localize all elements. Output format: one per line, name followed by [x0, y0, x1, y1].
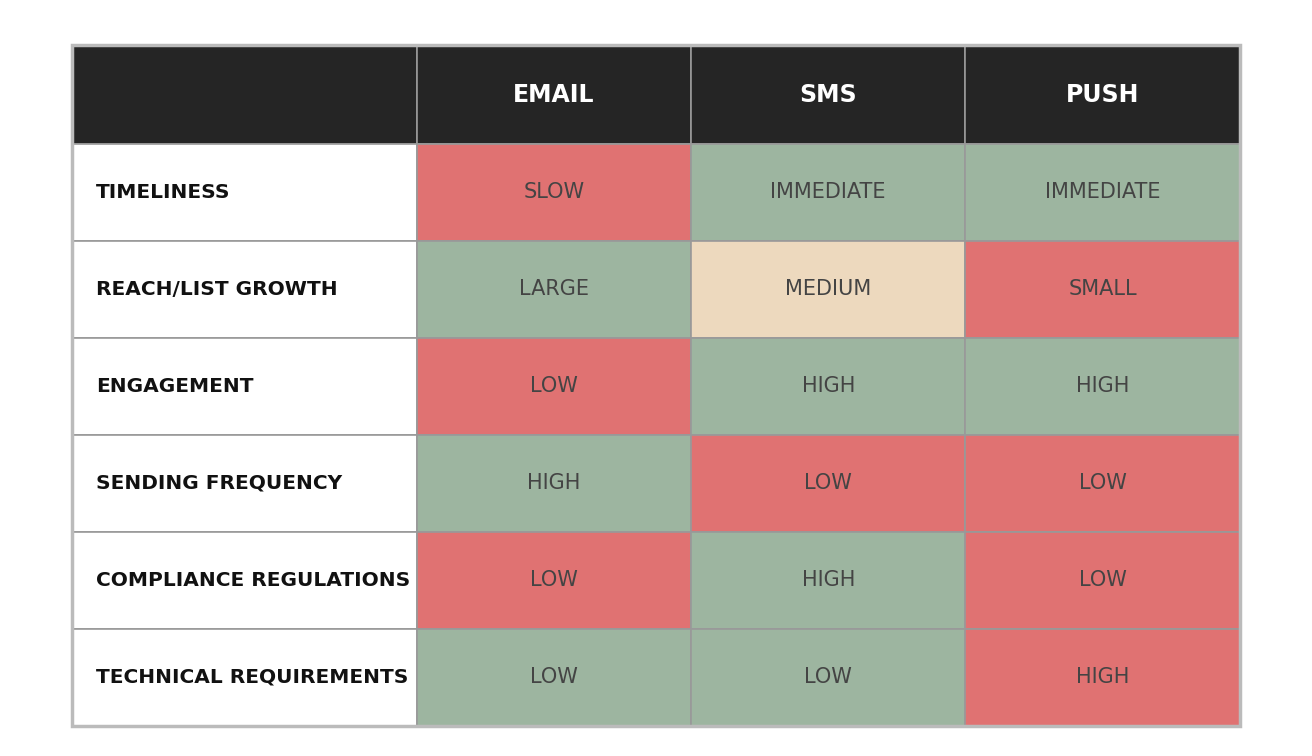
Bar	[72, 435, 417, 532]
Bar	[691, 338, 966, 435]
Text: LOW: LOW	[804, 473, 853, 494]
Bar	[72, 45, 1240, 726]
Bar	[72, 338, 417, 435]
Bar	[72, 532, 417, 629]
Text: HIGH: HIGH	[1076, 668, 1130, 687]
Text: REACH/LIST GROWTH: REACH/LIST GROWTH	[96, 280, 337, 299]
Bar	[72, 144, 417, 241]
Bar	[691, 144, 966, 241]
Bar	[691, 241, 966, 338]
Bar	[417, 532, 691, 629]
Bar	[691, 629, 966, 726]
Text: LOW: LOW	[1078, 473, 1127, 494]
Text: EMAIL: EMAIL	[513, 82, 594, 107]
Text: TIMELINESS: TIMELINESS	[96, 183, 231, 202]
Bar	[72, 241, 417, 338]
Bar	[966, 629, 1240, 726]
Text: TECHNICAL REQUIREMENTS: TECHNICAL REQUIREMENTS	[96, 668, 408, 686]
Text: SMALL: SMALL	[1068, 280, 1138, 299]
Bar	[72, 45, 417, 144]
Bar	[691, 532, 966, 629]
Text: HIGH: HIGH	[1076, 376, 1130, 396]
Bar	[966, 241, 1240, 338]
Bar	[966, 45, 1240, 144]
Text: COMPLIANCE REGULATIONS: COMPLIANCE REGULATIONS	[96, 571, 411, 590]
Text: LOW: LOW	[530, 570, 577, 590]
Bar	[417, 629, 691, 726]
Text: SMS: SMS	[799, 82, 857, 107]
Text: PUSH: PUSH	[1065, 82, 1139, 107]
Bar	[966, 338, 1240, 435]
Bar	[966, 144, 1240, 241]
Bar	[966, 532, 1240, 629]
Bar	[417, 45, 691, 144]
Bar	[417, 241, 691, 338]
Text: HIGH: HIGH	[802, 570, 855, 590]
Bar	[72, 629, 417, 726]
Text: MEDIUM: MEDIUM	[785, 280, 871, 299]
Text: SLOW: SLOW	[523, 182, 584, 203]
Bar	[417, 144, 691, 241]
Bar	[691, 435, 966, 532]
Bar	[417, 338, 691, 435]
Text: LARGE: LARGE	[518, 280, 589, 299]
Text: LOW: LOW	[1078, 570, 1127, 590]
Text: HIGH: HIGH	[527, 473, 580, 494]
Text: LOW: LOW	[530, 668, 577, 687]
Text: HIGH: HIGH	[802, 376, 855, 396]
Text: SENDING FREQUENCY: SENDING FREQUENCY	[96, 474, 342, 493]
Bar	[966, 435, 1240, 532]
Text: LOW: LOW	[804, 668, 853, 687]
Bar	[417, 435, 691, 532]
Text: LOW: LOW	[530, 376, 577, 396]
Text: ENGAGEMENT: ENGAGEMENT	[96, 377, 253, 396]
Text: IMMEDIATE: IMMEDIATE	[1044, 182, 1160, 203]
Bar	[691, 45, 966, 144]
Text: IMMEDIATE: IMMEDIATE	[770, 182, 886, 203]
